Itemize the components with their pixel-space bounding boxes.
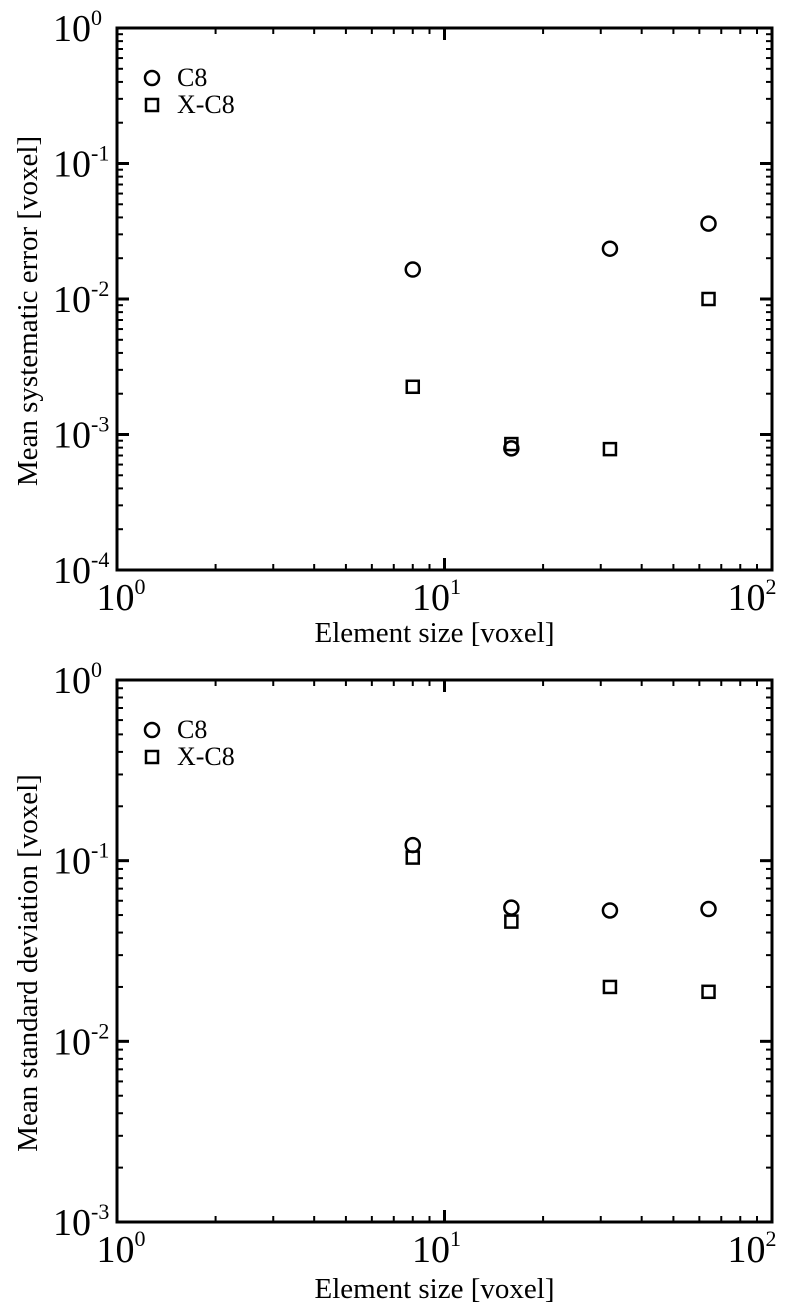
data-point-c8 (404, 836, 422, 854)
legend-marker-c8 (143, 69, 161, 87)
y-axis-title: Mean standard deviation [voxel] (12, 774, 44, 1152)
y-tick-label: 10-2 (53, 276, 109, 321)
data-point-x-c8 (602, 441, 618, 457)
data-point-c8 (404, 261, 422, 278)
y-tick-label: 10-3 (53, 1199, 109, 1244)
data-point-c8 (700, 900, 717, 918)
legend-label: C8 (177, 63, 207, 92)
data-point-c8 (601, 240, 619, 257)
y-tick-label: 10-2 (53, 1018, 109, 1063)
legend-label: C8 (177, 715, 207, 744)
legend-marker-x-c8 (144, 97, 160, 113)
data-point-x-c8 (701, 984, 716, 1000)
data-point-x-c8 (701, 291, 716, 307)
x-tick-label: 100 (97, 1226, 146, 1271)
y-tick-label: 10-1 (53, 838, 109, 883)
legend-marker-x-c8 (144, 749, 160, 765)
data-point-x-c8 (405, 379, 421, 395)
data-point-c8 (601, 902, 619, 919)
standard-deviation-panel: 100 101 102 10-3 10-2 10-1 100 Element size [vo… (12, 657, 777, 1305)
data-point-x-c8 (504, 914, 519, 929)
y-tick-label: 100 (53, 5, 102, 50)
y-tick-label: 10-3 (53, 412, 109, 457)
y-tick-label: 100 (53, 657, 102, 702)
data-point-x-c8 (405, 850, 421, 865)
data-point-c8 (503, 899, 520, 916)
legend-marker-c8 (143, 721, 161, 739)
y-axis-title: Mean systematic error [voxel] (12, 136, 44, 486)
y-tick-label: 10-1 (53, 141, 109, 186)
legend-label: X-C8 (177, 90, 235, 119)
data-point-c8 (700, 215, 717, 232)
data-point-x-c8 (504, 436, 519, 452)
y-tick-label: 10-4 (53, 547, 109, 592)
x-tick-label: 102 (728, 574, 777, 619)
x-tick-label: 101 (412, 1226, 461, 1271)
x-tick-label: 102 (728, 1226, 777, 1271)
x-tick-label: 100 (97, 574, 146, 619)
legend-label: X-C8 (177, 742, 235, 771)
x-axis-title: Element size [voxel] (315, 617, 555, 649)
data-point-x-c8 (602, 979, 618, 995)
x-tick-label: 101 (412, 574, 461, 619)
x-axis-title: Element size [voxel] (315, 1273, 555, 1305)
systematic-error-panel: 100 101 102 10-4 10-3 10-2 10-1 100 Element size… (12, 5, 777, 649)
